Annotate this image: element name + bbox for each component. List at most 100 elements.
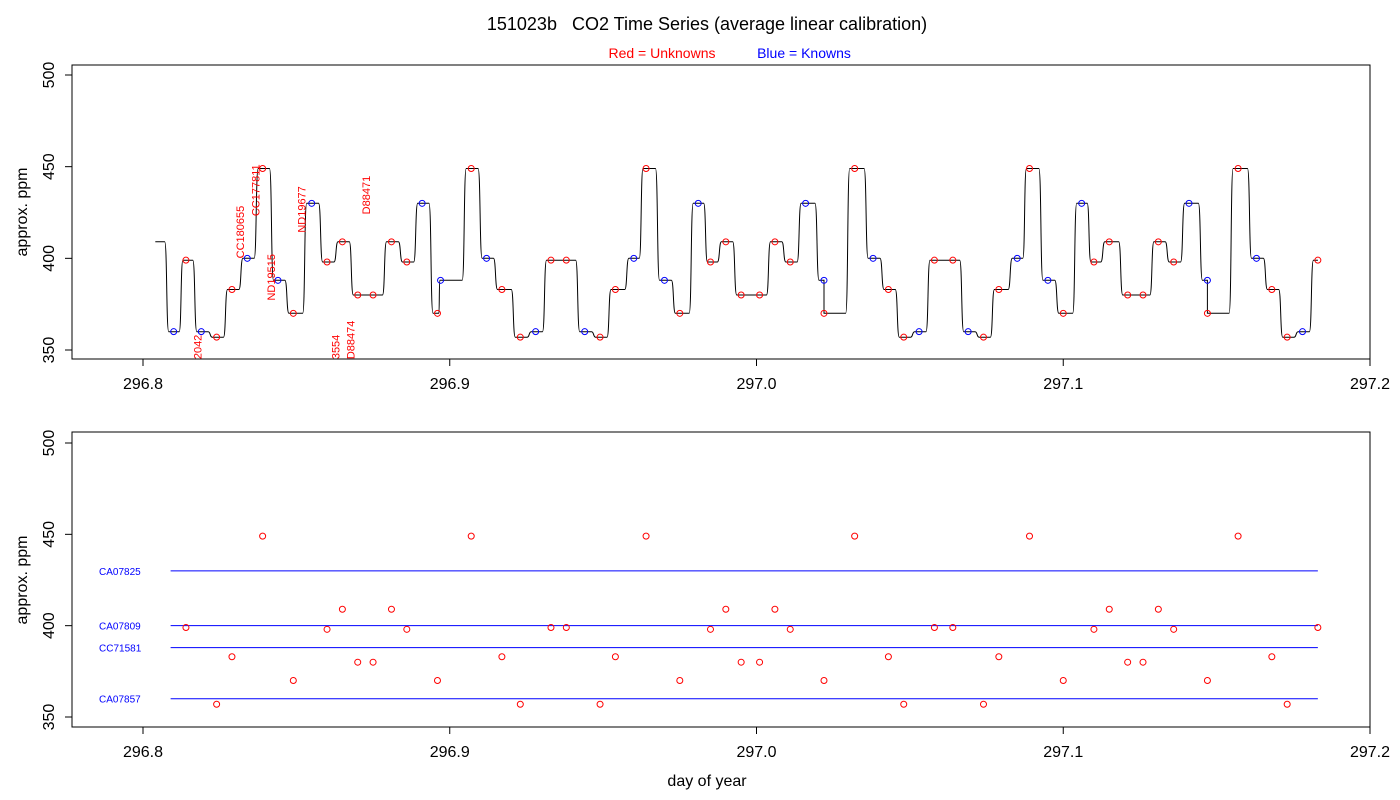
known-point [915,328,923,336]
unknown-point [611,286,619,293]
unknown-point [820,676,828,684]
unknown-point [771,238,779,246]
unknown-point [403,258,411,266]
known-point [1078,199,1086,207]
unknown-point [949,256,957,264]
unknown-point [786,625,794,633]
unknown-point [949,623,957,631]
unknown-point [1026,165,1034,172]
y-tick-label: 400 [41,612,58,639]
known-point [532,328,540,336]
known-point [418,199,426,207]
sample-id-annotation: CC177811 [251,164,263,216]
unknown-point [1090,258,1098,266]
known-point [437,276,445,284]
unknown-point [930,256,938,264]
unknown-point [1170,258,1178,266]
unknown-point [1124,658,1132,666]
unknown-point [182,623,190,631]
unknown-point [1090,625,1098,633]
unknown-point [979,333,987,341]
x-tick-label: 296.8 [123,744,163,761]
unknown-point [1026,532,1034,540]
unknown-point [722,238,730,246]
unknown-point [722,605,730,613]
unknown-point [642,165,650,172]
unknown-point [1268,653,1276,661]
sample-id-annotation: ND19677 [297,186,309,232]
unknown-point [756,291,764,299]
known-point [820,276,828,284]
unknown-point [228,653,236,661]
unknown-point [369,291,377,299]
sample-id-annotation: ND19515 [266,254,278,300]
unknown-point [213,333,221,341]
co2-trace-line [155,168,1318,338]
x-tick-label: 296.9 [430,744,470,761]
known-point [308,199,316,207]
y-tick-label: 350 [41,337,58,364]
unknown-point [786,258,794,266]
unknown-point [1154,605,1162,613]
unknown-point [467,165,475,172]
unknown-point [228,286,236,293]
known-point [243,254,251,262]
unknown-point [387,238,395,246]
known-point [869,254,877,262]
unknown-point [547,256,555,264]
sample-id-annotation: 3554 [330,335,342,359]
known-point [630,254,638,262]
unknown-point [706,625,714,633]
unknown-point [547,623,555,631]
unknown-point [289,676,297,684]
unknown-point [642,532,650,540]
unknown-point [1059,676,1067,684]
x-tick-label: 296.9 [430,376,470,393]
unknown-point [403,625,411,633]
y-axis-label: approx. ppm [14,168,31,257]
unknown-point [1283,333,1291,341]
unknown-point [498,653,506,661]
unknown-point [820,309,828,317]
sample-id-annotation: D88471 [361,176,373,215]
known-point [1044,276,1052,284]
unknown-point [1170,625,1178,633]
sample-id-annotation: 2042 [192,335,204,359]
unknown-point [900,700,908,708]
known-point [197,328,205,336]
y-axis-label: approx. ppm [14,536,31,625]
unknown-point [884,653,892,661]
unknown-point [737,658,745,666]
unknown-point [1139,291,1147,299]
unknown-point [1234,165,1242,172]
reference-label: CC71581 [99,644,142,655]
unknown-point [1314,623,1322,631]
unknown-point [676,676,684,684]
top-panel-time-series: 350 400 450 500 296.8 296.9 297.0 297.1 297.2 app… [14,62,1390,393]
unknown-point [737,291,745,299]
legend-knowns-label: Blue = Knowns [757,45,851,61]
unknown-point [213,700,221,708]
unknown-point [354,291,362,299]
unknown-point [1124,291,1132,299]
legend: Red = Unknowns Blue = Knowns [608,45,850,61]
unknown-point [338,605,346,613]
unknown-point [1105,238,1113,246]
y-tick-label: 500 [41,430,58,457]
reference-label: CA07825 [99,567,141,578]
unknown-point [182,256,190,264]
known-point [694,199,702,207]
known-point [964,328,972,336]
x-tick-label: 297.1 [1043,744,1083,761]
known-point [274,276,282,284]
unknown-point [900,333,908,341]
sample-id-annotation: CC180655 [235,206,247,259]
known-point [1299,328,1307,336]
reference-label: CA07809 [99,622,141,633]
unknown-point [851,165,859,172]
unknown-point [259,165,267,172]
unknown-point [1283,700,1291,708]
unknown-point [1105,605,1113,613]
unknown-point [1154,238,1162,246]
